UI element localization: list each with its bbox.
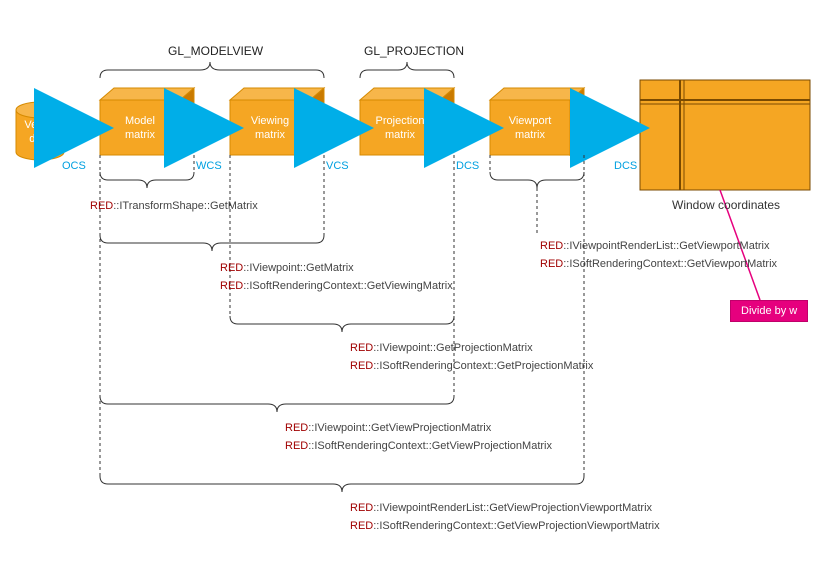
model-matrix-node: Model matrix [100,88,194,155]
code-b5b: RED::ISoftRenderingContext::GetViewProje… [285,440,552,452]
window-rect [640,80,810,190]
dcs2-label: DCS [614,160,637,172]
code-b4a: RED::IViewpointRenderList::GetViewportMa… [540,240,769,252]
code-b6b: RED::ISoftRenderingContext::GetViewProje… [350,520,660,532]
viewing-matrix-node: Viewing matrix [230,88,324,155]
code-b4b: RED::ISoftRenderingContext::GetViewportM… [540,258,777,270]
svg-text:Viewing: Viewing [251,115,289,127]
projection-label: GL_PROJECTION [364,44,464,58]
code-b6a: RED::IViewpointRenderList::GetViewProjec… [350,502,652,514]
svg-text:Viewport: Viewport [509,115,552,127]
code-b3b: RED::ISoftRenderingContext::GetProjectio… [350,360,593,372]
code-b2b: RED::ISoftRenderingContext::GetViewingMa… [220,280,453,292]
vertex-data-node: Vertex data [16,102,64,160]
svg-text:Projection: Projection [376,115,425,127]
divide-by-w-box: Divide by w [730,300,808,322]
svg-text:Vertex: Vertex [24,119,56,131]
dcs1-label: DCS [456,160,479,172]
svg-text:data: data [29,133,51,145]
modelview-label: GL_MODELVIEW [168,44,263,58]
code-b3a: RED::IViewpoint::GetProjectionMatrix [350,342,533,354]
code-b1: RED::ITransformShape::GetMatrix [90,200,258,212]
svg-text:matrix: matrix [125,129,155,141]
code-b2a: RED::IViewpoint::GetMatrix [220,262,354,274]
viewport-matrix-node: Viewport matrix [490,88,584,155]
svg-text:matrix: matrix [385,129,415,141]
wcs-label: WCS [196,160,222,172]
top-braces [100,62,454,78]
svg-text:matrix: matrix [255,129,285,141]
svg-text:matrix: matrix [515,129,545,141]
window-coords-caption: Window coordinates [672,198,780,212]
svg-text:Model: Model [125,115,155,127]
vcs-label: VCS [326,160,349,172]
projection-matrix-node: Projection matrix [360,88,454,155]
ocs-label: OCS [62,160,86,172]
code-b5a: RED::IViewpoint::GetViewProjectionMatrix [285,422,491,434]
